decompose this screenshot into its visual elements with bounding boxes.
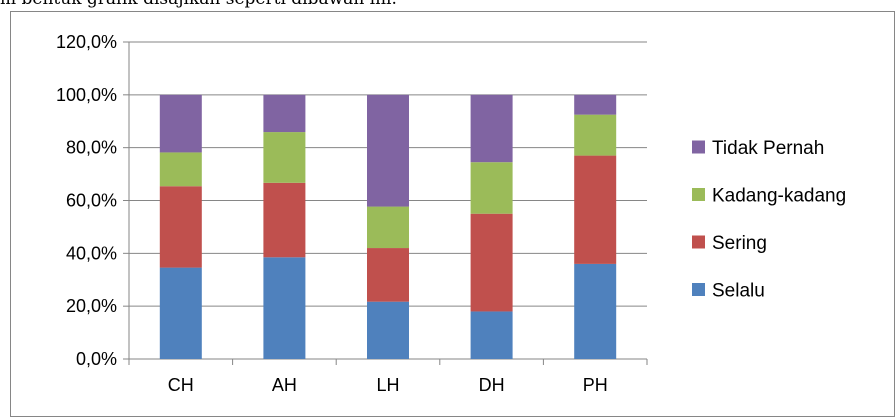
bar-segment-ph-tidak-pernah bbox=[574, 94, 617, 115]
y-tick-label: 60,0% bbox=[66, 191, 117, 211]
y-tick-label: 100,0% bbox=[56, 85, 117, 105]
bar-segment-ch-tidak-pernah bbox=[159, 94, 202, 153]
bar-segment-ch-sering bbox=[159, 186, 202, 268]
legend-label-sering: Sering bbox=[712, 233, 767, 254]
bar-segment-dh-selalu bbox=[470, 311, 513, 359]
y-tick-label: 120,0% bbox=[56, 32, 117, 52]
bar-segment-dh-tidak-pernah bbox=[470, 94, 513, 163]
bar-segment-ch-kadang-kadang bbox=[159, 152, 202, 187]
x-tick-label-ch: CH bbox=[168, 375, 194, 395]
tick-labels: 0,0% 20,0% 40,0% 60,0% 80,0% 100,0% 120,0% CH AH… bbox=[56, 32, 608, 395]
x-tick-label-ah: AH bbox=[272, 375, 297, 395]
legend-swatch-tidak-pernah bbox=[692, 140, 705, 154]
x-tick-label-dh: DH bbox=[479, 375, 505, 395]
bar-segment-lh-selalu bbox=[367, 301, 409, 359]
bar-segment-lh-sering bbox=[367, 248, 409, 302]
bar-segment-ch-selalu bbox=[159, 267, 202, 359]
y-tick-label: 40,0% bbox=[66, 243, 117, 263]
bar-segment-ah-sering bbox=[263, 182, 306, 258]
legend-label-selalu: Selalu bbox=[712, 281, 765, 302]
y-tick-label: 80,0% bbox=[66, 138, 117, 158]
x-tick-label-ph: PH bbox=[583, 375, 608, 395]
bars bbox=[159, 94, 617, 359]
y-tick-label: 0,0% bbox=[76, 349, 117, 369]
bar-segment-lh-tidak-pernah bbox=[367, 94, 409, 207]
caption-text: m bentuk grafik disajikan seperti dibawa… bbox=[0, 0, 397, 11]
legend-swatch-sering bbox=[692, 235, 705, 249]
legend: Tidak Pernah Kadang-kadang Sering Selalu bbox=[692, 138, 846, 302]
bar-segment-dh-sering bbox=[470, 213, 513, 312]
legend-swatch-kadang-kadang bbox=[692, 188, 705, 201]
legend-label-tidak-pernah: Tidak Pernah bbox=[712, 138, 824, 159]
legend-swatch-selalu bbox=[692, 283, 705, 296]
bar-segment-ph-sering bbox=[574, 155, 617, 264]
bar-segment-lh-kadang-kadang bbox=[367, 206, 409, 249]
y-tick-label: 20,0% bbox=[66, 296, 117, 316]
bar-segment-ah-tidak-pernah bbox=[263, 94, 306, 133]
axes bbox=[123, 41, 648, 365]
bar-segment-ah-kadang-kadang bbox=[263, 132, 306, 183]
bar-segment-dh-kadang-kadang bbox=[470, 162, 513, 214]
bar-segment-ah-selalu bbox=[263, 257, 306, 359]
x-tick-label-lh: LH bbox=[376, 375, 399, 395]
bar-segment-ph-kadang-kadang bbox=[574, 114, 617, 156]
bar-segment-ph-selalu bbox=[574, 263, 617, 359]
legend-label-kadang-kadang: Kadang-kadang bbox=[712, 186, 846, 207]
chart-frame bbox=[10, 11, 895, 417]
